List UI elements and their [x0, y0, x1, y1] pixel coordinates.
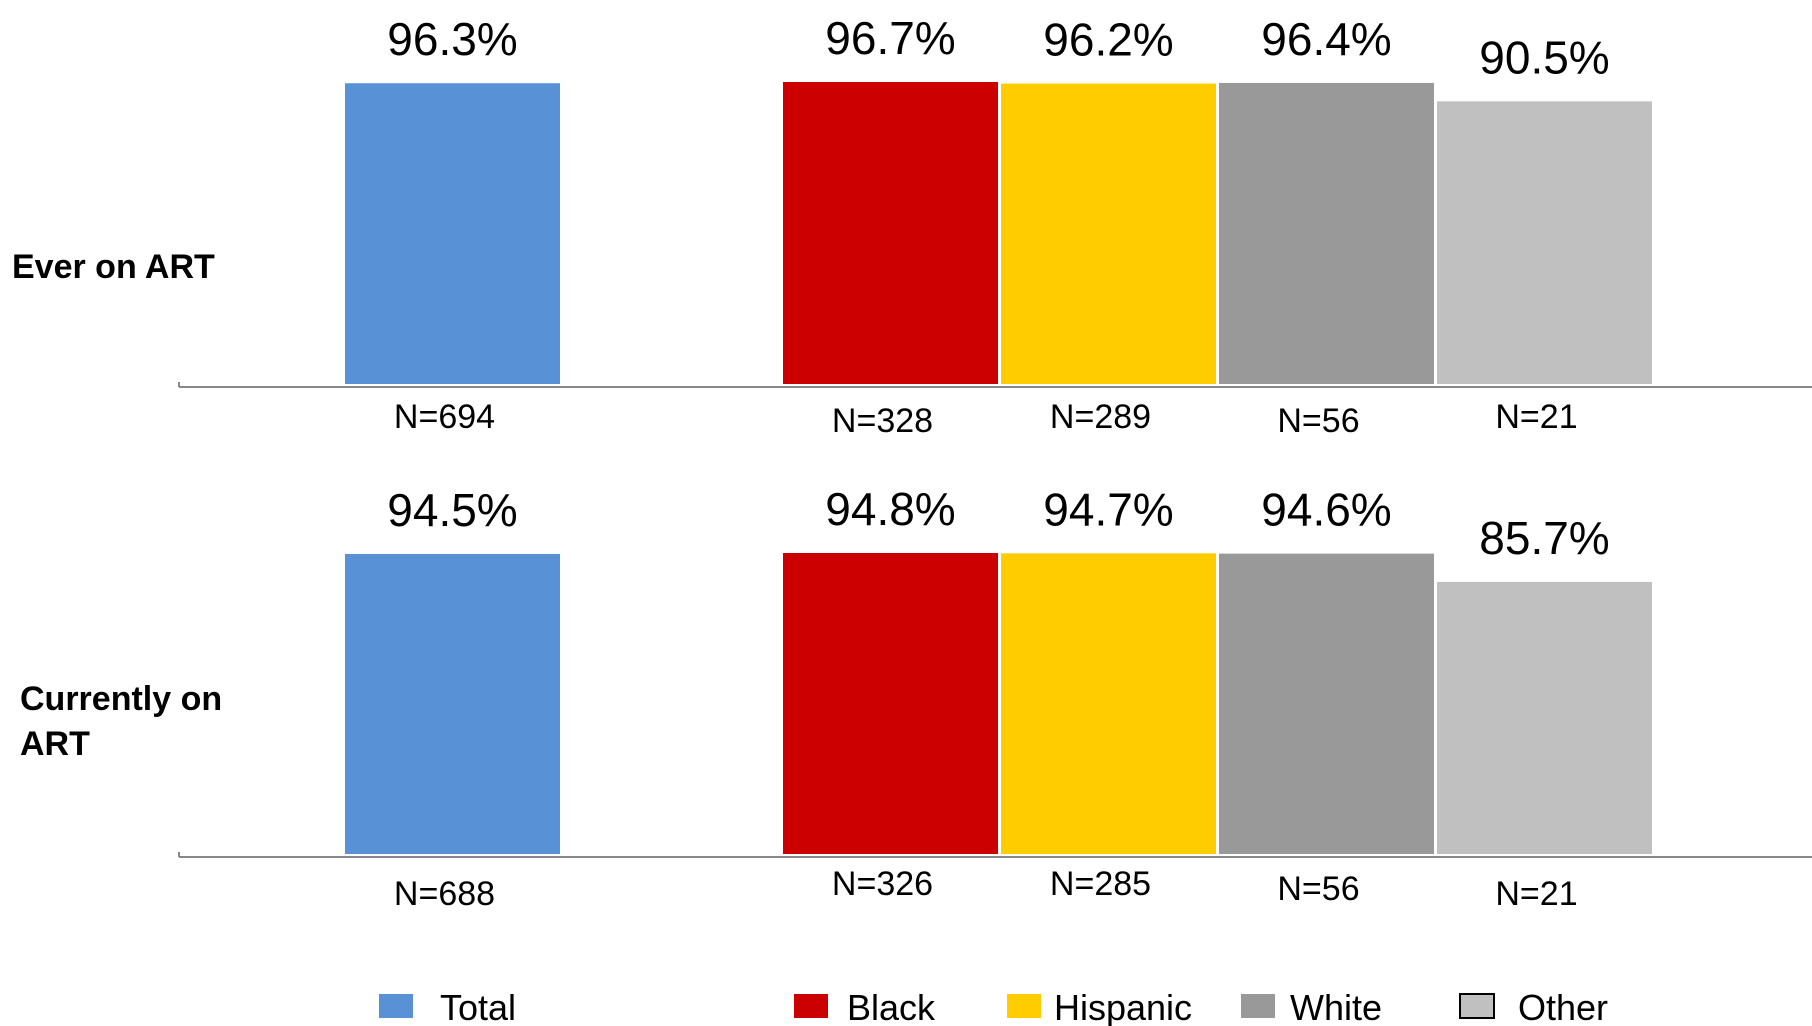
bar-other [1437, 581, 1652, 854]
n-label-total: N=688 [394, 875, 495, 913]
n-label-white: N=56 [1277, 402, 1359, 440]
data-label-black: 96.7% [825, 12, 955, 64]
n-label-other: N=21 [1495, 398, 1577, 436]
bar-black [783, 82, 998, 384]
n-label-hispanic: N=289 [1050, 398, 1151, 436]
legend-swatch-white [1241, 994, 1275, 1018]
legend-label-white: White [1290, 987, 1382, 1026]
bar-white [1219, 82, 1434, 384]
data-label-hispanic: 96.2% [1043, 14, 1173, 66]
data-label-white: 94.6% [1261, 484, 1391, 536]
bar-total [345, 83, 560, 385]
legend-swatch-other [1459, 993, 1495, 1019]
n-label-total: N=694 [394, 398, 495, 436]
n-label-black: N=328 [832, 402, 933, 440]
data-label-white: 96.4% [1261, 13, 1391, 65]
data-label-hispanic: 94.7% [1043, 483, 1173, 535]
bar-other [1437, 101, 1652, 384]
bar-white [1219, 553, 1434, 854]
legend-swatch-total [379, 994, 413, 1018]
row-label-currently-on-art: ART [20, 725, 90, 763]
data-label-other: 90.5% [1479, 31, 1609, 83]
n-label-white: N=56 [1277, 870, 1359, 908]
data-label-black: 94.8% [825, 483, 955, 535]
n-label-black: N=326 [832, 865, 933, 903]
legend-label-hispanic: Hispanic [1054, 987, 1192, 1026]
legend-swatch-black [794, 994, 828, 1018]
data-label-total: 94.5% [387, 484, 517, 536]
legend-label-other: Other [1518, 987, 1608, 1026]
legend-label-black: Black [847, 987, 936, 1026]
legend-label-total: Total [440, 987, 516, 1026]
data-label-total: 96.3% [387, 13, 517, 65]
bar-hispanic [1001, 553, 1216, 854]
n-label-other: N=21 [1495, 875, 1577, 913]
row-label-ever-on-art: Ever on ART [12, 248, 215, 286]
bar-total [345, 553, 560, 854]
row-label-currently-on-art: Currently on [20, 680, 222, 718]
bar-black [783, 553, 998, 854]
bar-hispanic [1001, 83, 1216, 385]
n-label-hispanic: N=285 [1050, 865, 1151, 903]
data-label-other: 85.7% [1479, 512, 1609, 564]
legend-swatch-hispanic [1007, 994, 1041, 1018]
